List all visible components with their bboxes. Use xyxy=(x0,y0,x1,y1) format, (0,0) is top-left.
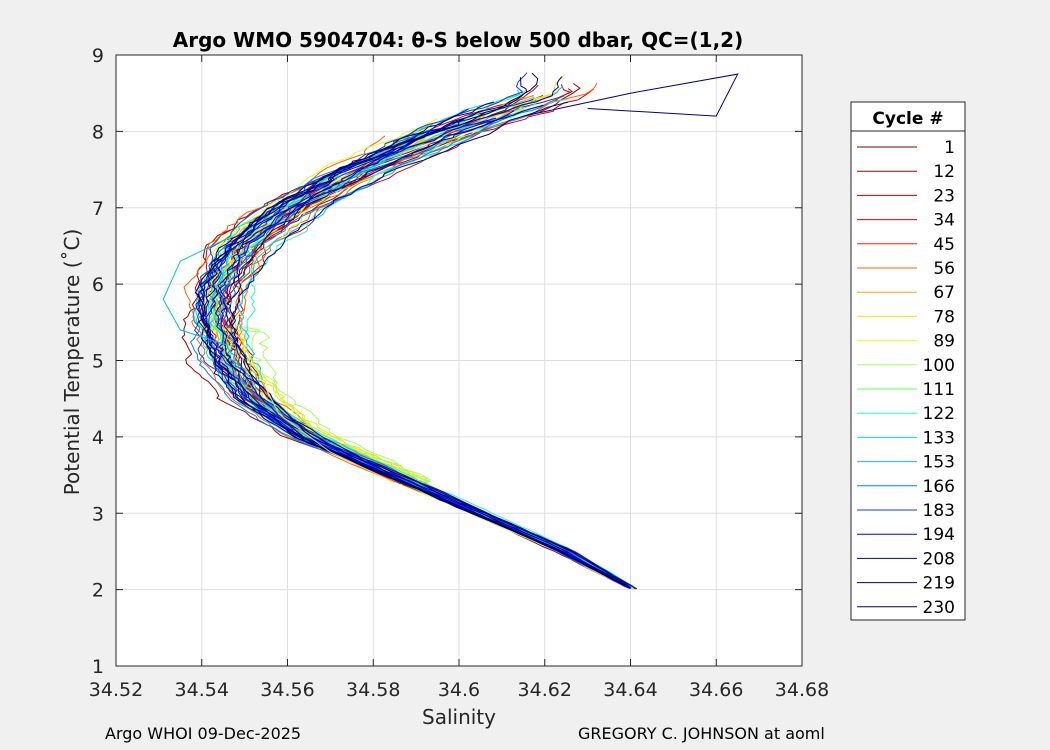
legend-title: Cycle # xyxy=(872,109,943,129)
profile-line xyxy=(218,76,632,589)
legend-label: 23 xyxy=(933,186,955,206)
x-tick-label: 34.54 xyxy=(175,679,229,701)
legend-label: 78 xyxy=(933,307,955,327)
x-tick-label: 34.6 xyxy=(438,679,480,701)
legend-label: 230 xyxy=(923,598,955,618)
y-tick-label: 9 xyxy=(92,45,104,67)
x-tick-label: 34.58 xyxy=(346,679,400,701)
y-tick-label: 7 xyxy=(92,198,104,220)
legend-label: 45 xyxy=(933,235,955,255)
legend-label: 100 xyxy=(923,356,955,376)
legend-label: 133 xyxy=(923,428,955,448)
y-tick-label: 1 xyxy=(92,656,104,678)
legend-label: 67 xyxy=(933,283,955,303)
x-tick-label: 34.62 xyxy=(518,679,572,701)
chart-title: Argo WMO 5904704: θ-S below 500 dbar, QC… xyxy=(173,28,743,52)
yellow-offset-line xyxy=(239,337,395,484)
legend-label: 12 xyxy=(933,162,955,182)
legend-label: 194 xyxy=(923,525,955,545)
x-tick-label: 34.66 xyxy=(689,679,743,701)
legend-entries: 1 12 23 34 45 56 67 78 89 100 111 122 133 153 166 183 19… xyxy=(857,138,955,618)
legend-label: 219 xyxy=(923,574,955,594)
legend-label: 56 xyxy=(933,259,955,279)
profile-lines xyxy=(162,72,739,590)
legend-label: 183 xyxy=(923,501,955,521)
x-axis-label: Salinity xyxy=(422,705,496,729)
legend-label: 166 xyxy=(923,477,955,497)
x-tick-label: 34.52 xyxy=(89,679,143,701)
y-tick-label: 4 xyxy=(92,427,104,449)
legend: Cycle # 1 12 23 34 45 56 67 78 89 100 111 122 133 153… xyxy=(850,101,966,621)
x-tick-label: 34.68 xyxy=(775,679,829,701)
y-axis-label: Potential Temperature (˚C) xyxy=(60,229,84,496)
axis-ticks: 34.52 34.54 34.56 34.58 34.6 34.62 34.64 34.66 3… xyxy=(89,45,829,701)
y-tick-label: 5 xyxy=(92,351,104,373)
footer-right-text: GREGORY C. JOHNSON at aoml xyxy=(578,724,825,743)
legend-label: 122 xyxy=(923,404,955,424)
legend-label: 1 xyxy=(944,138,955,158)
x-tick-label: 34.64 xyxy=(603,679,657,701)
cyan-excursion-line xyxy=(162,237,228,346)
legend-label: 153 xyxy=(923,453,955,473)
legend-label: 34 xyxy=(933,211,955,231)
footer-left-text: Argo WHOI 09-Dec-2025 xyxy=(105,724,302,743)
legend-label: 111 xyxy=(923,380,955,400)
y-tick-label: 6 xyxy=(92,274,104,296)
profile-line xyxy=(230,101,638,590)
profile-line xyxy=(198,104,627,588)
y-tick-label: 8 xyxy=(92,121,104,143)
high-salinity-tail-line xyxy=(523,73,739,117)
y-tick-label: 2 xyxy=(92,580,104,602)
legend-box xyxy=(850,101,966,621)
y-tick-label: 3 xyxy=(92,503,104,525)
legend-label: 208 xyxy=(923,549,955,569)
profile-line xyxy=(226,104,628,586)
x-tick-label: 34.56 xyxy=(260,679,314,701)
legend-label: 89 xyxy=(933,332,955,352)
profile-line xyxy=(215,117,630,587)
